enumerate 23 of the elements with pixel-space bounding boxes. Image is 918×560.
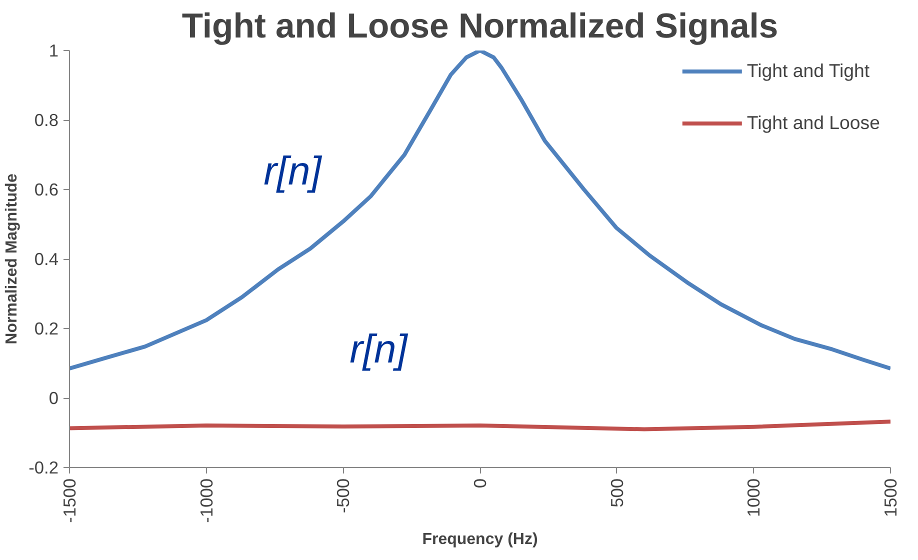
y-tick-label: 0.8 xyxy=(34,110,59,130)
x-tick-label: -1500 xyxy=(60,478,80,523)
x-tick-label: 1500 xyxy=(880,478,900,518)
y-tick-label: -0.2 xyxy=(28,458,58,478)
legend-label: Tight and Tight xyxy=(746,60,870,82)
line-series xyxy=(70,420,890,432)
y-tick-label: 0.6 xyxy=(34,180,59,200)
legend-label: Tight and Loose xyxy=(746,112,880,134)
annotation: r[n] xyxy=(264,150,322,194)
x-tick-label: 0 xyxy=(470,478,490,488)
annotation: r[n] xyxy=(350,328,408,372)
x-tick-label: -500 xyxy=(333,478,354,514)
line-series xyxy=(70,50,890,370)
chart-title: Tight and Loose Normalized Signals xyxy=(182,8,778,46)
y-tick-label: 0.2 xyxy=(34,318,59,338)
x-tick-label: 1000 xyxy=(744,478,764,518)
y-tick-label: 0.4 xyxy=(34,249,59,269)
x-tick-label: 500 xyxy=(606,478,627,508)
y-tick-label: 1 xyxy=(48,40,59,60)
y-axis-title: Normalized Magnitude xyxy=(4,174,21,344)
x-tick-label: -1000 xyxy=(196,478,216,523)
x-axis-title: Frequency (Hz) xyxy=(422,530,538,548)
y-tick-label: 0 xyxy=(48,388,59,408)
